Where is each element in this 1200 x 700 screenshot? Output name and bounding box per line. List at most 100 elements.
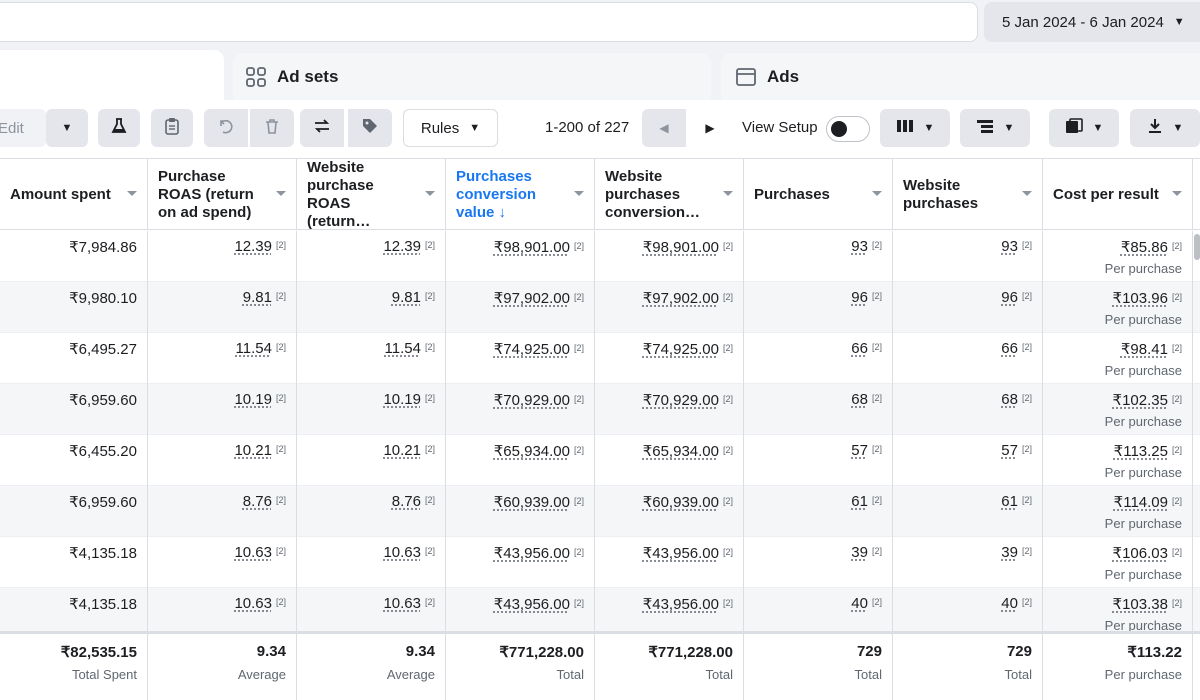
column-header-purchases-conversion-value[interactable]: Purchases conversion value ↓ bbox=[446, 159, 595, 230]
column-header-purchases[interactable]: Purchases bbox=[744, 159, 893, 230]
table-row[interactable]: ₹9,980.10 9.81 [2] 9.81 [2] ₹97,902.00 [2] ₹97,… bbox=[0, 282, 1200, 333]
cell-purchases-conversion-value[interactable]: ₹70,929.00 [2] bbox=[446, 384, 595, 435]
tag-button[interactable] bbox=[348, 109, 392, 147]
cell-website-purchases-conversion-value[interactable]: ₹43,956.00 [2] bbox=[595, 537, 744, 588]
cell-website-purchases[interactable]: 61 [2] bbox=[893, 486, 1043, 537]
cell-website-purchase-roas[interactable]: 8.76 [2] bbox=[297, 486, 446, 537]
table-row[interactable]: ₹6,959.60 8.76 [2] 8.76 [2] ₹60,939.00 [2] ₹60,… bbox=[0, 486, 1200, 537]
cell-purchases-conversion-value[interactable]: ₹97,902.00 [2] bbox=[446, 282, 595, 333]
cell-website-purchase-roas[interactable]: 12.39 [2] bbox=[297, 231, 446, 282]
cell-website-purchases-conversion-value[interactable]: ₹97,902.00 [2] bbox=[595, 282, 744, 333]
cell-website-purchase-roas[interactable]: 10.63 [2] bbox=[297, 537, 446, 588]
undo-button[interactable] bbox=[204, 109, 248, 147]
tab-ad-sets[interactable]: Ad sets bbox=[233, 53, 711, 100]
delete-button[interactable] bbox=[250, 109, 294, 147]
table-row[interactable]: ₹4,135.18 10.63 [2] 10.63 [2] ₹43,956.00 [2] ₹4… bbox=[0, 588, 1200, 639]
cell-cost-per-result[interactable]: ₹113.25 [2] Per purchase bbox=[1043, 435, 1193, 486]
cell-purchases[interactable]: 68 [2] bbox=[744, 384, 893, 435]
cell-website-purchases[interactable]: 39 [2] bbox=[893, 537, 1043, 588]
cell-purchase-roas[interactable]: 10.21 [2] bbox=[148, 435, 297, 486]
cell-cost-per-result[interactable]: ₹98.41 [2] Per purchase bbox=[1043, 333, 1193, 384]
cell-website-purchases-conversion-value[interactable]: ₹60,939.00 [2] bbox=[595, 486, 744, 537]
cell-purchases[interactable]: 93 [2] bbox=[744, 231, 893, 282]
tab-ads[interactable]: Ads bbox=[721, 53, 1200, 100]
cell-value: ₹97,902.00 [2] bbox=[643, 289, 733, 307]
cell-purchases-conversion-value[interactable]: ₹60,939.00 [2] bbox=[446, 486, 595, 537]
cell-cost-per-result[interactable]: ₹103.96 [2] Per purchase bbox=[1043, 282, 1193, 333]
cell-website-purchase-roas[interactable]: 10.63 [2] bbox=[297, 588, 446, 639]
cell-purchases-conversion-value[interactable]: ₹98,901.00 [2] bbox=[446, 231, 595, 282]
table-row[interactable]: ₹6,495.27 11.54 [2] 11.54 [2] ₹74,925.00 [2] ₹7… bbox=[0, 333, 1200, 384]
view-setup-toggle[interactable] bbox=[826, 116, 870, 142]
cell-website-purchases[interactable]: 93 [2] bbox=[893, 231, 1043, 282]
cell-website-purchases[interactable]: 57 [2] bbox=[893, 435, 1043, 486]
table-row[interactable]: ₹6,959.60 10.19 [2] 10.19 [2] ₹70,929.00 [2] ₹7… bbox=[0, 384, 1200, 435]
cell-cost-per-result[interactable]: ₹85.86 [2] Per purchase bbox=[1043, 231, 1193, 282]
cell-website-purchase-roas[interactable]: 10.21 [2] bbox=[297, 435, 446, 486]
table-row[interactable]: ₹4,135.18 10.63 [2] 10.63 [2] ₹43,956.00 [2] ₹4… bbox=[0, 537, 1200, 588]
column-header-amount-spent[interactable]: Amount spent bbox=[0, 159, 148, 230]
cell-purchase-roas[interactable]: 10.19 [2] bbox=[148, 384, 297, 435]
cell-cost-per-result[interactable]: ₹103.38 [2] Per purchase bbox=[1043, 588, 1193, 639]
result-sub-label: Per purchase bbox=[1104, 465, 1182, 480]
cell-purchases[interactable]: 40 [2] bbox=[744, 588, 893, 639]
cell-website-purchase-roas[interactable]: 11.54 [2] bbox=[297, 333, 446, 384]
cell-purchase-roas[interactable]: 8.76 [2] bbox=[148, 486, 297, 537]
cell-purchases[interactable]: 39 [2] bbox=[744, 537, 893, 588]
cell-website-purchases-conversion-value[interactable]: ₹43,956.00 [2] bbox=[595, 588, 744, 639]
cell-website-purchases-conversion-value[interactable]: ₹98,901.00 [2] bbox=[595, 231, 744, 282]
rules-button[interactable]: Rules ▼ bbox=[403, 109, 498, 147]
cell-purchase-roas[interactable]: 9.81 [2] bbox=[148, 282, 297, 333]
tab-campaigns[interactable] bbox=[0, 50, 224, 100]
cell-purchases[interactable]: 57 [2] bbox=[744, 435, 893, 486]
cell-cost-per-result[interactable]: ₹106.03 [2] Per purchase bbox=[1043, 537, 1193, 588]
cell-purchases-conversion-value[interactable]: ₹74,925.00 [2] bbox=[446, 333, 595, 384]
cell-website-purchases[interactable]: 68 [2] bbox=[893, 384, 1043, 435]
table-row[interactable]: ₹6,455.20 10.21 [2] 10.21 [2] ₹65,934.00 [2] ₹6… bbox=[0, 435, 1200, 486]
footnote-marker: [2] bbox=[871, 342, 882, 352]
cell-cost-per-result[interactable]: ₹102.35 [2] Per purchase bbox=[1043, 384, 1193, 435]
ab-test-button[interactable] bbox=[98, 109, 140, 147]
cell-purchases-conversion-value[interactable]: ₹65,934.00 [2] bbox=[446, 435, 595, 486]
date-range-button[interactable]: 5 Jan 2024 - 6 Jan 2024 ▼ bbox=[984, 2, 1200, 42]
reports-button[interactable]: ▼ bbox=[1049, 109, 1119, 147]
cell-amount-spent: ₹6,959.60 bbox=[0, 486, 148, 537]
cell-cost-per-result[interactable]: ₹114.09 [2] Per purchase bbox=[1043, 486, 1193, 537]
columns-button[interactable]: ▼ bbox=[880, 109, 950, 147]
search-input[interactable] bbox=[0, 2, 978, 42]
value-text: 8.76 bbox=[391, 493, 421, 510]
cell-website-purchases-conversion-value[interactable]: ₹70,929.00 [2] bbox=[595, 384, 744, 435]
column-header-cost-per-result[interactable]: Cost per result bbox=[1043, 159, 1193, 230]
table-row[interactable]: ₹7,984.86 12.39 [2] 12.39 [2] ₹98,901.00 [2] ₹9… bbox=[0, 231, 1200, 282]
column-header-website-purchase-roas[interactable]: Website purchase ROAS (return… bbox=[297, 159, 446, 230]
edit-dropdown-button[interactable]: ▼ bbox=[46, 109, 88, 147]
cell-purchases[interactable]: 96 [2] bbox=[744, 282, 893, 333]
cell-purchases[interactable]: 61 [2] bbox=[744, 486, 893, 537]
prev-page-button[interactable]: ◀ bbox=[642, 109, 686, 147]
cell-website-purchases-conversion-value[interactable]: ₹65,934.00 [2] bbox=[595, 435, 744, 486]
value-text: 96 bbox=[1001, 289, 1018, 306]
column-header-website-purchases[interactable]: Website purchases bbox=[893, 159, 1043, 230]
cell-website-purchase-roas[interactable]: 10.19 [2] bbox=[297, 384, 446, 435]
export-button[interactable] bbox=[300, 109, 344, 147]
cell-website-purchase-roas[interactable]: 9.81 [2] bbox=[297, 282, 446, 333]
cell-website-purchases[interactable]: 40 [2] bbox=[893, 588, 1043, 639]
edit-button[interactable]: Edit bbox=[0, 109, 46, 147]
cell-purchase-roas[interactable]: 10.63 [2] bbox=[148, 588, 297, 639]
next-page-button[interactable]: ▶ bbox=[688, 109, 732, 147]
cell-website-purchases[interactable]: 96 [2] bbox=[893, 282, 1043, 333]
column-header-purchase-roas[interactable]: Purchase ROAS (return on ad spend) bbox=[148, 159, 297, 230]
cell-website-purchases[interactable]: 66 [2] bbox=[893, 333, 1043, 384]
breakdown-button[interactable]: ▼ bbox=[960, 109, 1030, 147]
cell-purchases[interactable]: 66 [2] bbox=[744, 333, 893, 384]
download-button[interactable]: ▼ bbox=[1130, 109, 1200, 147]
column-header-website-purchases-conversion[interactable]: Website purchases conversion… bbox=[595, 159, 744, 230]
cell-website-purchases-conversion-value[interactable]: ₹74,925.00 [2] bbox=[595, 333, 744, 384]
cell-purchase-roas[interactable]: 10.63 [2] bbox=[148, 537, 297, 588]
cell-purchase-roas[interactable]: 12.39 [2] bbox=[148, 231, 297, 282]
vertical-scrollbar[interactable] bbox=[1194, 234, 1200, 260]
cell-purchase-roas[interactable]: 11.54 [2] bbox=[148, 333, 297, 384]
duplicate-button[interactable] bbox=[151, 109, 193, 147]
cell-purchases-conversion-value[interactable]: ₹43,956.00 [2] bbox=[446, 537, 595, 588]
cell-purchases-conversion-value[interactable]: ₹43,956.00 [2] bbox=[446, 588, 595, 639]
